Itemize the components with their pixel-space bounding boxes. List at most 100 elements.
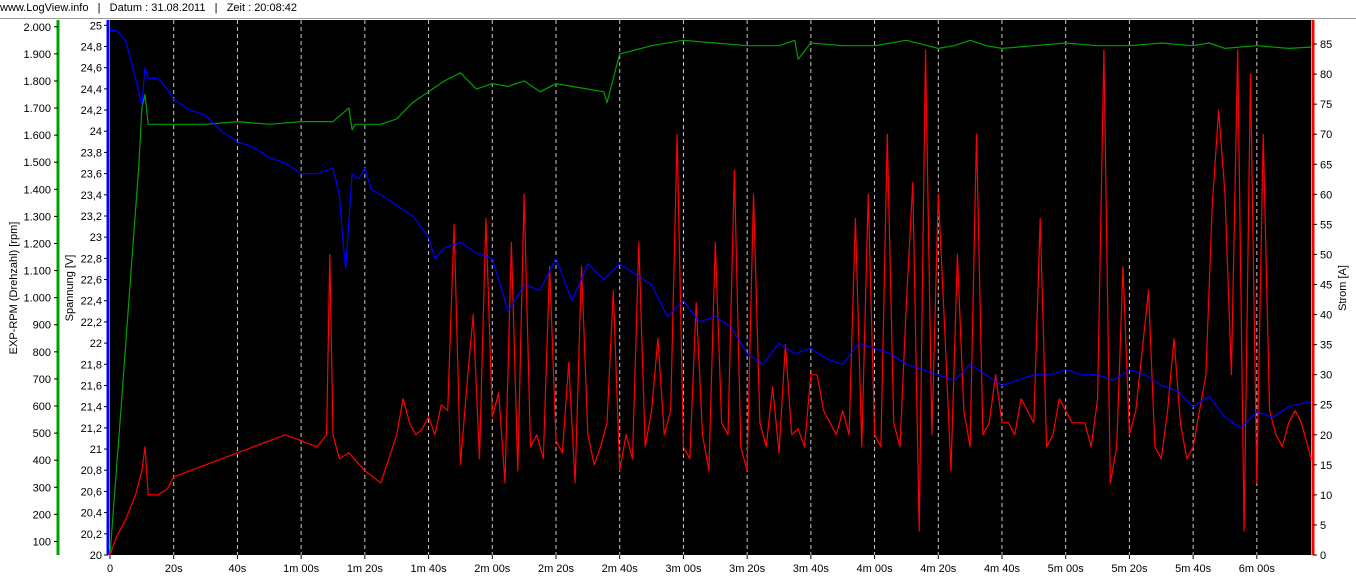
axis-ticks: 0 20s 40s 1m 00s 1m 20s 1m 40s 2m 00s 2m 20s 2m … [23,20,1332,575]
current-tick-label: 10 [1320,490,1332,502]
voltage-tick-label: 24,8 [81,41,102,53]
x-tick-label: 3m 40s [793,563,830,575]
series-lines [109,30,1312,556]
current-tick-label: 30 [1320,370,1332,382]
current-tick-label: 20 [1320,430,1332,442]
separator: | [214,2,218,14]
rpm-tick-label: 800 [33,347,51,359]
rpm-tick-label: 300 [33,482,51,494]
rpm-tick-label: 1.200 [23,238,51,250]
voltage-tick-label: 23 [90,232,102,244]
voltage-tick-label: 22 [90,338,102,350]
voltage-tick-label: 24,2 [81,105,102,117]
current-tick-label: 5 [1320,520,1326,532]
rpm-tick-label: 400 [33,455,51,467]
voltage-tick-label: 20,4 [81,508,102,520]
voltage-tick-label: 23,6 [81,169,102,181]
rpm-tick-label: 700 [33,374,51,386]
voltage-tick-label: 25 [90,20,102,32]
rpm-tick-label: 1.500 [23,157,51,169]
x-tick-label: 40s [229,563,247,575]
voltage-tick-label: 20,8 [81,465,102,477]
x-tick-label: 1m 20s [347,563,384,575]
x-tick-label: 5m 00s [1048,563,1085,575]
current-tick-label: 0 [1320,550,1326,562]
voltage-tick-label: 20,2 [81,529,102,541]
x-tick-label: 5m 40s [1175,563,1212,575]
rpm-tick-label: 1.700 [23,103,51,115]
grid-lines [173,20,1258,555]
voltage-tick-label: 23,2 [81,211,102,223]
voltage-tick-label: 22,4 [81,296,102,308]
current-tick-label: 85 [1320,39,1332,51]
time-label: Zeit : 20:08:42 [226,2,298,14]
current-tick-label: 65 [1320,159,1332,171]
voltage-tick-label: 20,6 [81,486,102,498]
voltage-tick-label: 24 [90,126,102,138]
voltage-tick-label: 22,2 [81,317,102,329]
x-tick-label: 4m 40s [984,563,1021,575]
voltage-tick-label: 22,8 [81,253,102,265]
x-tick-label: 1m 00s [283,563,320,575]
voltage-tick-label: 21 [90,444,102,456]
x-tick-label: 3m 20s [729,563,766,575]
rpm-tick-label: 500 [33,428,51,440]
rpm-tick-label: 1.100 [23,266,51,278]
voltage-tick-label: 24,4 [81,84,102,96]
rpm-tick-label: 900 [33,320,51,332]
rpm-tick-label: 600 [33,401,51,413]
x-tick-label: 0 [107,563,113,575]
x-tick-label: 2m 20s [538,563,575,575]
current-tick-label: 55 [1320,219,1332,231]
rpm-series-line [109,39,1312,556]
voltage-tick-label: 22,6 [81,275,102,287]
current-series-line [109,49,1312,556]
rpm-tick-label: 1.600 [23,130,51,142]
current-axis-label: Strom [A] [1337,265,1349,311]
current-tick-label: 25 [1320,400,1332,412]
x-tick-label: 6m 00s [1239,563,1276,575]
x-tick-label: 4m 20s [920,563,957,575]
voltage-tick-label: 23,4 [81,190,102,202]
voltage-tick-label: 21,2 [81,423,102,435]
chart-header: www.LogView.info | Datum : 31.08.2011 | … [0,0,1356,19]
separator: | [97,2,101,14]
rpm-tick-label: 1.300 [23,211,51,223]
current-tick-label: 80 [1320,69,1332,81]
rpm-tick-label: 2.000 [23,22,51,34]
site-label: www.LogView.info [0,2,89,14]
current-tick-label: 70 [1320,129,1332,141]
current-tick-label: 60 [1320,189,1332,201]
current-tick-label: 35 [1320,340,1332,352]
voltage-tick-label: 24,6 [81,63,102,75]
voltage-axis-label: Spannung [V] [64,255,76,322]
current-tick-label: 40 [1320,310,1332,322]
rpm-axis-label: EXP-RPM (Drehzahl) [rpm] [8,222,20,355]
voltage-tick-label: 20 [90,550,102,562]
voltage-series-line [110,30,1312,429]
rpm-tick-label: 1.000 [23,293,51,305]
rpm-tick-label: 1.800 [23,76,51,88]
voltage-tick-label: 21,4 [81,402,102,414]
voltage-tick-label: 21,6 [81,380,102,392]
current-tick-label: 75 [1320,99,1332,111]
x-tick-label: 4m 00s [857,563,894,575]
rpm-tick-label: 1.400 [23,184,51,196]
x-tick-label: 2m 40s [602,563,639,575]
x-tick-label: 2m 00s [474,563,511,575]
current-tick-label: 50 [1320,249,1332,261]
rpm-tick-label: 1.900 [23,49,51,61]
x-tick-label: 1m 40s [411,563,448,575]
rpm-tick-label: 200 [33,509,51,521]
x-tick-label: 20s [165,563,183,575]
current-tick-label: 15 [1320,460,1332,472]
x-tick-label: 5m 20s [1111,563,1148,575]
voltage-tick-label: 21,8 [81,359,102,371]
current-tick-label: 45 [1320,279,1332,291]
voltage-tick-label: 23,8 [81,147,102,159]
x-tick-label: 3m 00s [665,563,702,575]
date-label: Datum : 31.08.2011 [109,2,206,14]
plot-area[interactable] [110,20,1311,555]
